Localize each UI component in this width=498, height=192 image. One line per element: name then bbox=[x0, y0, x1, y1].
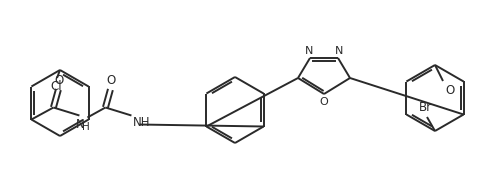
Text: H: H bbox=[82, 122, 89, 132]
Text: Br: Br bbox=[418, 101, 432, 114]
Text: N: N bbox=[76, 118, 85, 132]
Text: N: N bbox=[305, 46, 313, 56]
Text: O: O bbox=[320, 97, 328, 107]
Text: O: O bbox=[107, 74, 116, 87]
Text: Cl: Cl bbox=[50, 80, 62, 93]
Text: O: O bbox=[55, 74, 64, 87]
Text: NH: NH bbox=[132, 117, 150, 129]
Text: N: N bbox=[335, 46, 343, 56]
Text: O: O bbox=[445, 84, 454, 97]
